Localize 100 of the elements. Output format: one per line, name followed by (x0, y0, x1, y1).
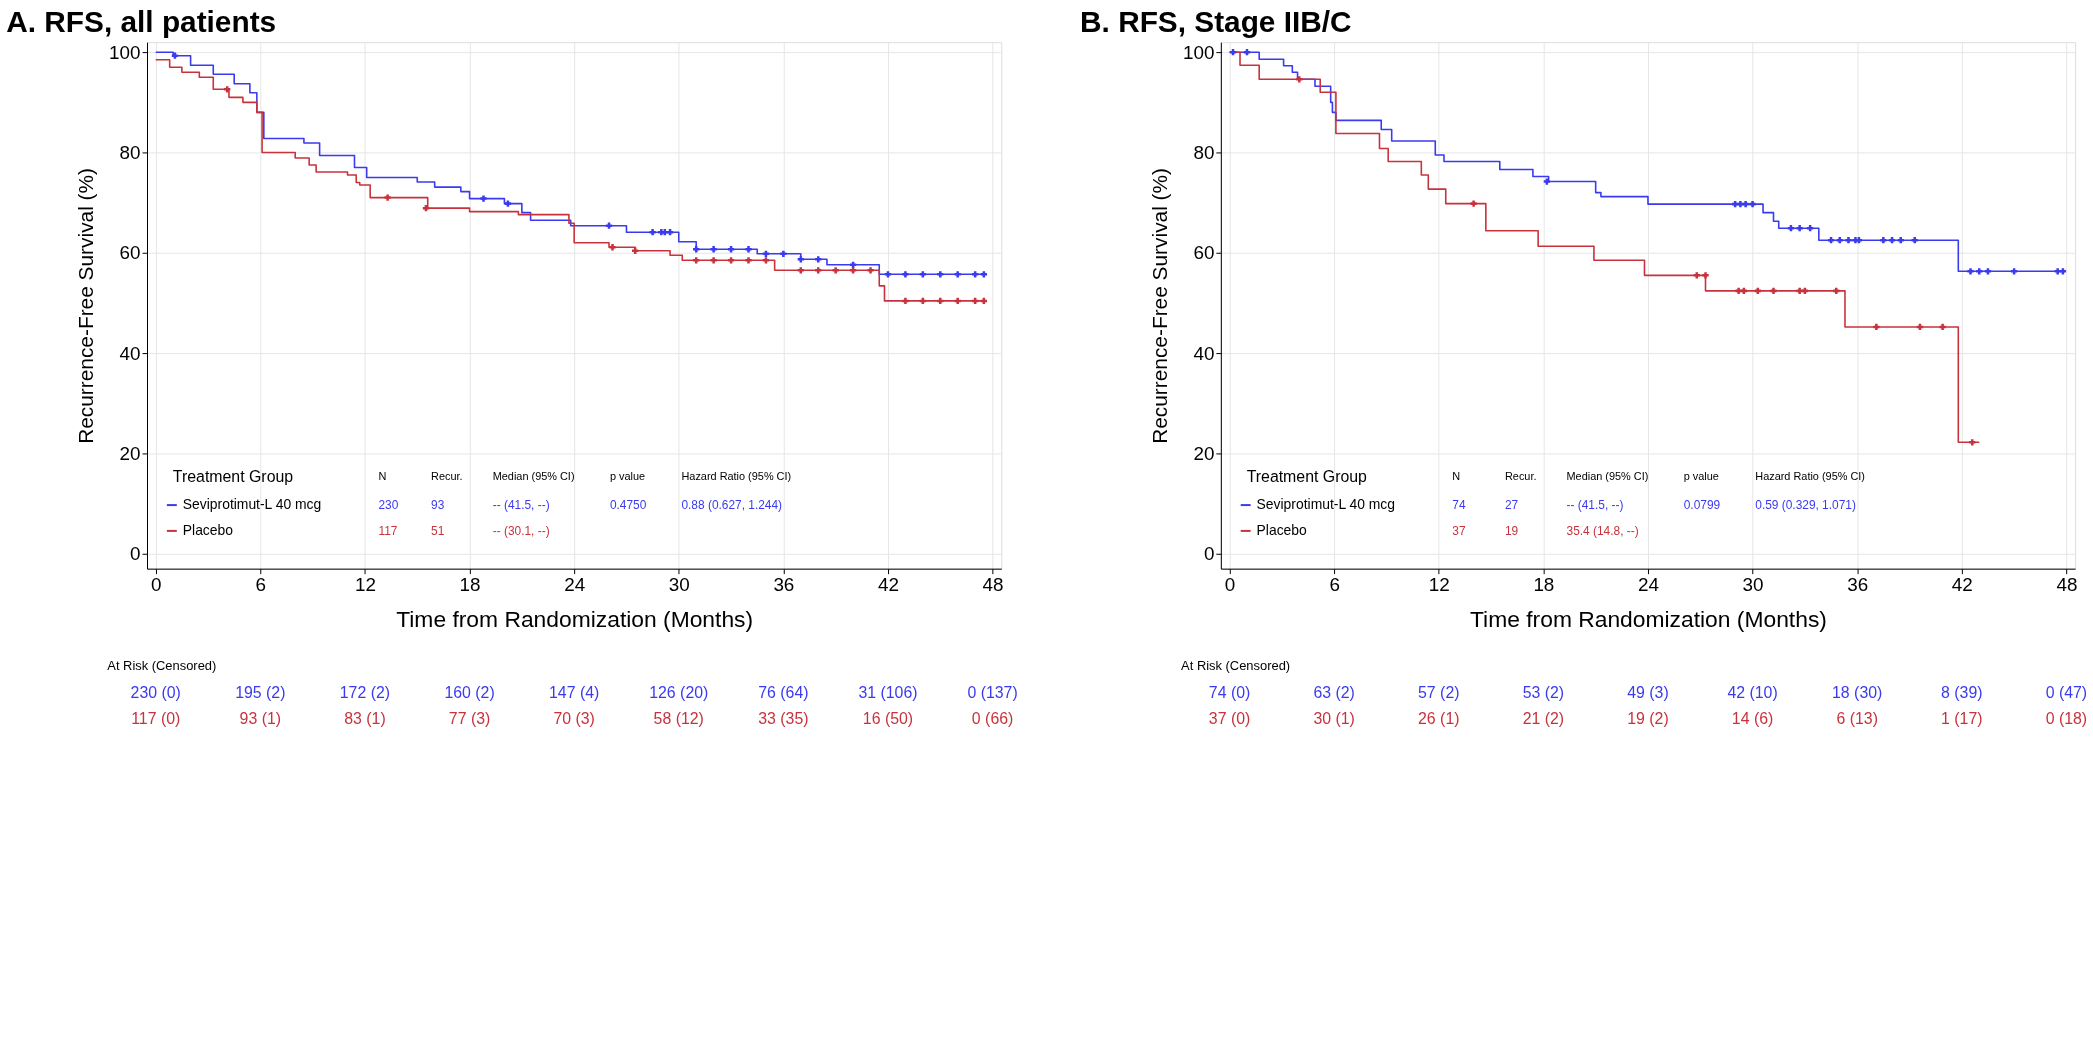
y-tick-label: 80 (119, 141, 141, 163)
point (609, 244, 616, 251)
chart-title: A. RFS, all patients (6, 5, 277, 39)
legend-label: Seviprotimut-L 40 mcg (182, 496, 322, 513)
point (649, 229, 656, 236)
annotation: p value (609, 470, 646, 483)
text: 0 (47) (2045, 683, 2088, 701)
point (937, 297, 944, 305)
point (1742, 200, 1749, 208)
point (1976, 268, 1983, 275)
text: 21 (2) (1522, 709, 1565, 727)
point (1749, 200, 1756, 208)
annotation: 230 (378, 498, 399, 513)
text: 1 (17) (1941, 709, 1983, 727)
point (1939, 323, 1946, 331)
text: 117 (0) (131, 709, 181, 727)
text: 76 (64) (758, 683, 809, 701)
x-tick-label: 12 (354, 574, 376, 595)
y-tick-label: 0 (1203, 543, 1215, 565)
x-tick-label: 42 (1951, 574, 1973, 595)
annotation: Hazard Ratio (95% CI) (1755, 470, 1865, 483)
annotation: Median (95% CI) (1566, 470, 1649, 483)
text: 30 (1) (1313, 709, 1355, 727)
x-tick-label: 36 (1847, 574, 1869, 595)
point (1702, 272, 1709, 279)
annotation: Hazard Ratio (95% CI) (681, 470, 792, 483)
y-axis-title: Recurrence-Free Survival (%) (1147, 167, 1171, 444)
text: 93 (1) (239, 709, 282, 727)
point (1873, 323, 1880, 331)
text: 53 (2) (1522, 683, 1565, 701)
legend-title: Treatment Group (172, 468, 294, 486)
x-tick-label: 0 (1224, 574, 1236, 595)
text: 0 (18) (2045, 709, 2088, 727)
annotation: -- (41.5, --) (492, 498, 550, 513)
point (902, 271, 909, 278)
text: 49 (3) (1627, 683, 1669, 701)
y-tick-label: 60 (119, 242, 141, 264)
point (693, 257, 700, 264)
annotation: -- (30.1, --) (492, 523, 550, 538)
x-tick-label: 30 (668, 574, 690, 595)
text: 26 (1) (1418, 709, 1460, 727)
point (1735, 287, 1742, 295)
text: 63 (2) (1313, 683, 1355, 701)
annotation: 19 (1504, 523, 1519, 538)
annotation: 117 (378, 523, 398, 538)
point (480, 195, 487, 202)
legend-label: Seviprotimut-L 40 mcg (1256, 496, 1396, 513)
annotation: 37 (1452, 523, 1466, 538)
text: At Risk (Censored) (1181, 657, 1291, 673)
annotation: Recur. (1504, 470, 1537, 483)
point (797, 256, 804, 263)
x-tick-label: 42 (877, 574, 899, 595)
text: 33 (35) (758, 709, 809, 727)
point (710, 246, 717, 253)
point (1833, 287, 1840, 295)
text: 172 (2) (339, 683, 391, 701)
point (972, 271, 979, 278)
point (867, 267, 874, 274)
annotation: 0.0799 (1683, 498, 1721, 513)
point (902, 297, 909, 305)
point (1911, 237, 1918, 244)
point (832, 267, 839, 274)
text: 147 (4) (549, 683, 600, 701)
point (1984, 268, 1992, 275)
annotation: -- (41.5, --) (1566, 498, 1624, 513)
x-tick-label: 18 (459, 574, 481, 595)
point (745, 246, 752, 253)
text: 0 (137) (967, 683, 1018, 701)
point (815, 267, 822, 274)
point (815, 256, 822, 263)
annotation: p value (1683, 470, 1719, 483)
point (1796, 225, 1803, 232)
x-tick-label: 18 (1533, 574, 1555, 595)
point (2010, 268, 2018, 275)
point (797, 267, 804, 274)
x-tick-label: 36 (773, 574, 795, 595)
text: 0 (66) (971, 709, 1014, 727)
text: 18 (30) (1832, 683, 1883, 701)
annotation: 93 (431, 498, 445, 513)
text: 31 (106) (858, 683, 918, 701)
text: 19 (2) (1627, 709, 1669, 727)
legend-label: Placebo (182, 521, 234, 538)
x-tick-label: 48 (982, 574, 1004, 595)
text: 83 (1) (344, 709, 386, 727)
point (1543, 178, 1550, 185)
annotation: 74 (1452, 498, 1466, 513)
x-tick-label: 6 (255, 574, 267, 595)
text: 195 (2) (235, 683, 286, 701)
y-tick-label: 20 (119, 442, 141, 464)
x-tick-label: 24 (564, 574, 586, 595)
point (937, 271, 944, 278)
point (2054, 268, 2061, 275)
point (954, 271, 961, 278)
annotation: 35.4 (14.8, --) (1566, 523, 1639, 538)
x-axis-title: Time from Randomization (Months) (396, 605, 754, 632)
text: 160 (2) (444, 683, 495, 701)
chart-title: B. RFS, Stage IIB/C (1080, 5, 1352, 39)
y-tick-label: 80 (1193, 141, 1215, 163)
point (605, 222, 613, 229)
point (727, 246, 735, 253)
